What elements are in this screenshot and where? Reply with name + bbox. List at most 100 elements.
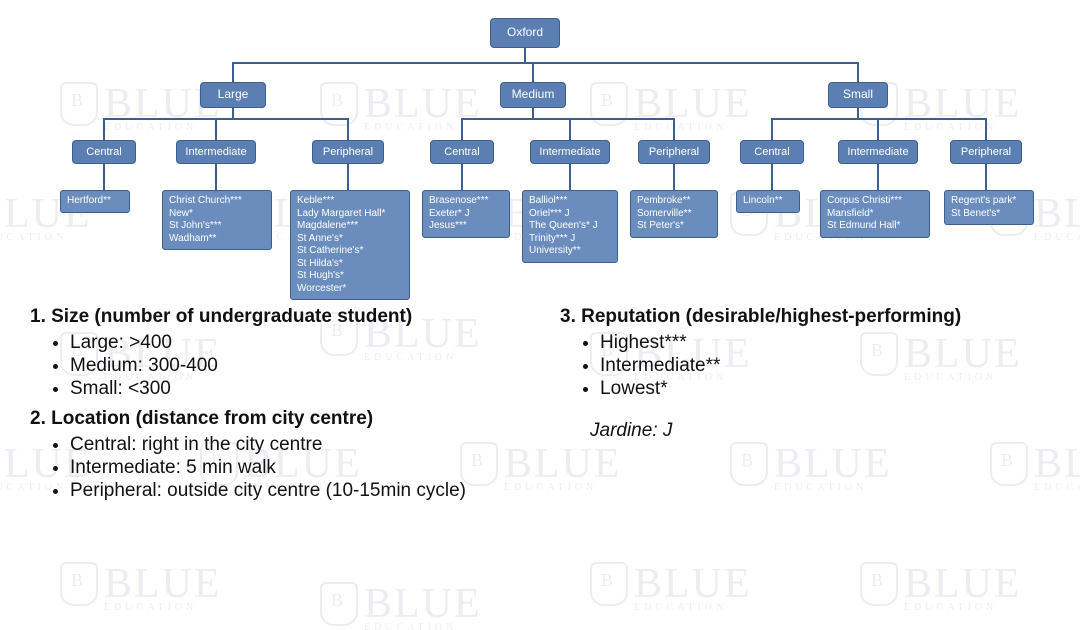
legend-right-col: 3. Reputation (desirable/highest-perform… xyxy=(560,300,1050,510)
tree-leaf: Corpus Christi***Mansfield*St Edmund Hal… xyxy=(820,190,930,238)
college-item: Oriel*** J xyxy=(529,208,611,221)
connector xyxy=(462,118,674,120)
college-item: St Edmund Hall* xyxy=(827,220,923,233)
connector xyxy=(461,118,463,140)
legend-item: Intermediate** xyxy=(600,355,1050,377)
college-item: Wadham** xyxy=(169,233,265,246)
college-item: St Benet's* xyxy=(951,208,1027,221)
college-item: Jesus*** xyxy=(429,220,503,233)
connector xyxy=(772,118,986,120)
college-item: Keble*** xyxy=(297,195,403,208)
legend-heading: 3. Reputation (desirable/highest-perform… xyxy=(560,306,1050,328)
tree-location: Central xyxy=(430,140,494,164)
college-item: Mansfield* xyxy=(827,208,923,221)
connector xyxy=(103,164,105,190)
legend-heading: 2. Location (distance from city centre) xyxy=(30,408,520,430)
connector xyxy=(771,118,773,140)
tree-leaf: Regent's park*St Benet's* xyxy=(944,190,1034,225)
tree-location: Intermediate xyxy=(838,140,918,164)
tree-leaf: Pembroke**Somerville**St Peter's* xyxy=(630,190,718,238)
tree-location: Intermediate xyxy=(176,140,256,164)
connector xyxy=(985,164,987,190)
tree-location: Peripheral xyxy=(950,140,1022,164)
college-item: St Peter's* xyxy=(637,220,711,233)
college-item: St Catherine's* xyxy=(297,245,403,258)
connector xyxy=(877,118,879,140)
connector xyxy=(877,164,879,190)
tree-size: Medium xyxy=(500,82,566,108)
connector xyxy=(104,118,348,120)
tree-leaf: Balliol***Oriel*** JThe Queen's* JTrinit… xyxy=(522,190,618,263)
connector xyxy=(215,164,217,190)
connector xyxy=(985,118,987,140)
tree-leaf: Keble***Lady Margaret Hall*Magdalene***S… xyxy=(290,190,410,300)
tree-leaf: Hertford** xyxy=(60,190,130,213)
college-item: Lincoln** xyxy=(743,195,793,208)
connector xyxy=(673,118,675,140)
college-item: St Hilda's* xyxy=(297,258,403,271)
connector xyxy=(569,118,571,140)
tree-location: Intermediate xyxy=(530,140,610,164)
college-item: Lady Margaret Hall* xyxy=(297,208,403,221)
connector xyxy=(857,62,859,82)
tree-location: Central xyxy=(740,140,804,164)
college-item: St John's*** xyxy=(169,220,265,233)
jardine-note: Jardine: J xyxy=(590,420,1050,442)
connector xyxy=(857,108,859,118)
watermark: BLUEEDUCATION xyxy=(860,560,1022,613)
connector xyxy=(524,48,526,62)
college-item: Worcester* xyxy=(297,283,403,296)
legend-item: Peripheral: outside city centre (10-15mi… xyxy=(70,480,520,502)
college-item: Brasenose*** xyxy=(429,195,503,208)
connector xyxy=(347,164,349,190)
watermark: BLUEEDUCATION xyxy=(590,560,752,613)
connector xyxy=(461,164,463,190)
college-item: University** xyxy=(529,245,611,258)
legend-block: 1. Size (number of undergraduate student… xyxy=(0,300,1080,510)
legend-item: Large: >400 xyxy=(70,332,520,354)
college-item: Trinity*** J xyxy=(529,233,611,246)
tree-leaf: Lincoln** xyxy=(736,190,800,213)
connector xyxy=(347,118,349,140)
college-item: Regent's park* xyxy=(951,195,1027,208)
legend-item: Small: <300 xyxy=(70,378,520,400)
connector xyxy=(569,164,571,190)
org-tree-diagram: Oxford Large Medium Small Central Intermediat… xyxy=(0,0,1080,300)
connector xyxy=(532,62,534,82)
tree-size: Large xyxy=(200,82,266,108)
connector xyxy=(532,108,534,118)
college-item: Magdalene*** xyxy=(297,220,403,233)
college-item: Exeter* J xyxy=(429,208,503,221)
tree-location: Central xyxy=(72,140,136,164)
connector xyxy=(232,108,234,118)
legend-left-col: 1. Size (number of undergraduate student… xyxy=(30,300,520,510)
legend-item: Highest*** xyxy=(600,332,1050,354)
college-item: Balliol*** xyxy=(529,195,611,208)
legend-heading: 1. Size (number of undergraduate student… xyxy=(30,306,520,328)
connector xyxy=(103,118,105,140)
connector xyxy=(215,118,217,140)
college-item: Hertford** xyxy=(67,195,123,208)
college-item: Pembroke** xyxy=(637,195,711,208)
legend-item: Central: right in the city centre xyxy=(70,434,520,456)
college-item: St Anne's* xyxy=(297,233,403,246)
watermark: BLUEEDUCATION xyxy=(320,580,482,630)
legend-item: Lowest* xyxy=(600,378,1050,400)
college-item: Somerville** xyxy=(637,208,711,221)
tree-size: Small xyxy=(828,82,888,108)
tree-leaf: Christ Church***New*St John's***Wadham** xyxy=(162,190,272,250)
legend-item: Intermediate: 5 min walk xyxy=(70,457,520,479)
college-item: Christ Church*** xyxy=(169,195,265,208)
college-item: The Queen's* J xyxy=(529,220,611,233)
legend-list: Large: >400Medium: 300-400Small: <300 xyxy=(70,332,520,400)
tree-root: Oxford xyxy=(490,18,560,48)
legend-list: Central: right in the city centreInterme… xyxy=(70,434,520,502)
legend-list: Highest***Intermediate**Lowest* xyxy=(600,332,1050,400)
college-item: New* xyxy=(169,208,265,221)
legend-item: Medium: 300-400 xyxy=(70,355,520,377)
connector xyxy=(771,164,773,190)
college-item: Corpus Christi*** xyxy=(827,195,923,208)
tree-location: Peripheral xyxy=(638,140,710,164)
connector xyxy=(673,164,675,190)
watermark: BLUEEDUCATION xyxy=(60,560,222,613)
